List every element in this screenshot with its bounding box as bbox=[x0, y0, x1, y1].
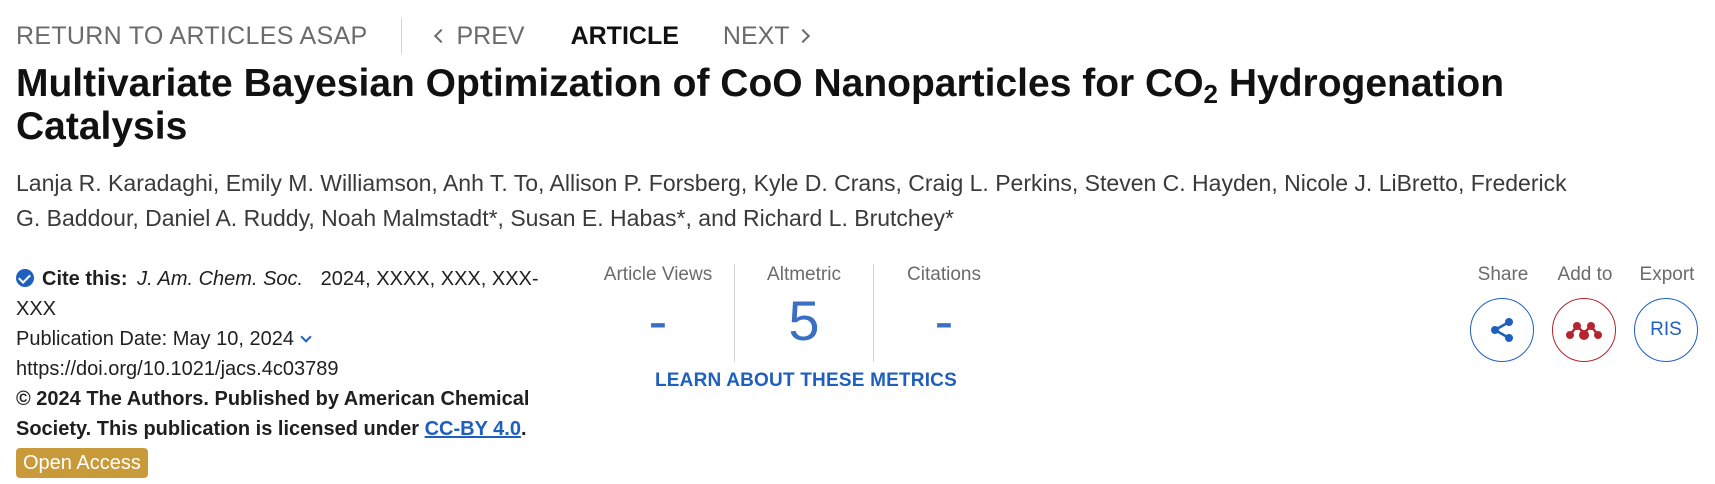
metric-altmetric[interactable]: Altmetric 5 bbox=[734, 264, 874, 362]
article-navigation: RETURN TO ARTICLES ASAP PREV ARTICLE NEX… bbox=[16, 18, 810, 54]
author-list[interactable]: Lanja R. Karadaghi, Emily M. Williamson,… bbox=[16, 170, 1567, 231]
cite-this-line[interactable]: Cite this: J. Am. Chem. Soc. 2024, XXXX,… bbox=[16, 264, 541, 324]
article-title: Multivariate Bayesian Optimization of Co… bbox=[16, 62, 1676, 148]
metric-citations: Citations - bbox=[874, 264, 1014, 362]
share-label: Share bbox=[1477, 264, 1529, 285]
doi-link[interactable]: https://doi.org/10.1021/jacs.4c03789 bbox=[16, 358, 339, 380]
share-action: Share bbox=[1470, 264, 1536, 362]
chevron-left-icon bbox=[434, 28, 449, 44]
return-to-articles-link[interactable]: RETURN TO ARTICLES ASAP bbox=[16, 21, 368, 50]
export-action: Export RIS bbox=[1634, 264, 1700, 362]
article-actions: Share Add to Export RIS bbox=[1470, 264, 1700, 362]
article-views-value: - bbox=[648, 289, 668, 352]
export-label: Export bbox=[1639, 264, 1695, 285]
citation-numbers: 2024, XXXX, XXX, XXX-XXX bbox=[16, 268, 539, 320]
chevron-right-icon bbox=[795, 28, 810, 44]
citations-label: Citations bbox=[907, 264, 981, 285]
license-statement: © 2024 The Authors. Published by America… bbox=[16, 384, 541, 444]
publication-date[interactable]: Publication Date: May 10, 2024 bbox=[16, 324, 541, 354]
prev-article-link[interactable]: PREV bbox=[432, 21, 525, 51]
title-subscript: 2 bbox=[1203, 79, 1219, 109]
add-to-mendeley-button[interactable] bbox=[1552, 298, 1616, 362]
add-to-action: Add to bbox=[1552, 264, 1618, 362]
chevron-down-icon bbox=[300, 331, 312, 343]
altmetric-label: Altmetric bbox=[767, 264, 841, 285]
article-metrics: Article Views - Altmetric 5 Citations - bbox=[582, 264, 1014, 362]
next-article-link[interactable]: NEXT bbox=[722, 21, 810, 51]
mendeley-icon bbox=[1566, 322, 1602, 340]
license-text: © 2024 The Authors. Published by America… bbox=[16, 388, 530, 440]
current-article-label: ARTICLE bbox=[570, 21, 679, 50]
learn-about-metrics-link[interactable]: LEARN ABOUT THESE METRICS bbox=[655, 370, 957, 391]
citation-block: Cite this: J. Am. Chem. Soc. 2024, XXXX,… bbox=[16, 264, 541, 478]
prev-label: PREV bbox=[456, 21, 525, 50]
cite-label: Cite this: bbox=[42, 268, 128, 290]
title-part-1: Multivariate Bayesian Optimization of Co… bbox=[16, 62, 1204, 105]
title-part-2: Hydrogenation Catalysis bbox=[16, 62, 1505, 148]
nav-divider bbox=[401, 18, 403, 54]
citations-value: - bbox=[934, 289, 954, 352]
export-ris-button[interactable]: RIS bbox=[1634, 298, 1698, 362]
check-circle-icon bbox=[16, 269, 34, 287]
add-to-label: Add to bbox=[1557, 264, 1613, 285]
open-access-badge: Open Access bbox=[16, 448, 148, 478]
share-button[interactable] bbox=[1470, 298, 1534, 362]
publication-date-label: Publication Date: May 10, 2024 bbox=[16, 328, 294, 350]
license-end: . bbox=[520, 418, 527, 440]
article-views-label: Article Views bbox=[603, 264, 713, 285]
metric-article-views: Article Views - bbox=[582, 264, 734, 362]
cc-by-license-link[interactable]: CC-BY 4.0 bbox=[424, 418, 521, 440]
altmetric-value[interactable]: 5 bbox=[788, 289, 820, 352]
next-label: NEXT bbox=[722, 21, 790, 50]
share-icon bbox=[1491, 318, 1513, 342]
journal-name: J. Am. Chem. Soc. bbox=[137, 268, 304, 290]
